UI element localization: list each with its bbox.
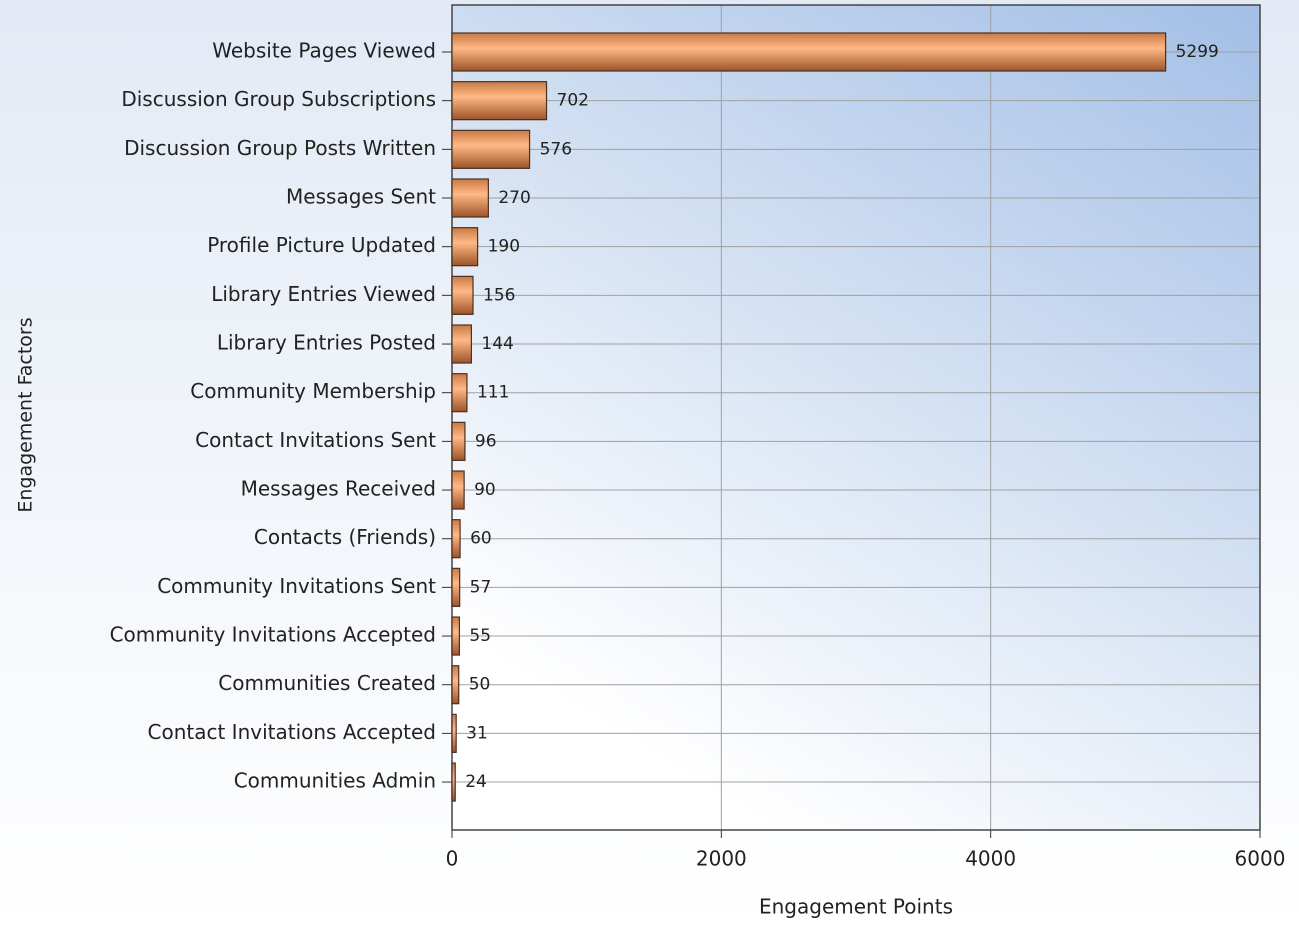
- x-tick-label: 0: [446, 847, 459, 871]
- bar: [451, 129, 531, 169]
- plot-area: [452, 5, 1260, 830]
- y-tick-label: Community Invitations Sent: [157, 574, 436, 598]
- y-tick-label: Profile Picture Updated: [207, 233, 436, 257]
- y-tick-label: Communities Created: [218, 671, 436, 695]
- bar: [451, 227, 479, 267]
- bar: [451, 762, 456, 802]
- bar: [451, 373, 468, 413]
- bar: [451, 665, 460, 705]
- y-tick-label: Discussion Group Posts Written: [124, 136, 436, 160]
- bar: [451, 421, 466, 461]
- bar: [451, 519, 461, 559]
- y-tick-label: Community Membership: [190, 379, 436, 403]
- value-label: 144: [481, 334, 513, 354]
- plot-border: [451, 4, 1261, 831]
- value-label: 5299: [1176, 42, 1219, 62]
- value-label: 702: [557, 91, 589, 111]
- y-tick-label: Library Entries Posted: [217, 331, 436, 355]
- y-tick-label: Messages Received: [241, 477, 436, 501]
- value-label: 57: [470, 577, 492, 597]
- y-tick-label: Contact Invitations Accepted: [148, 720, 437, 744]
- y-tick-label: Library Entries Viewed: [211, 282, 436, 306]
- value-label: 190: [488, 237, 520, 257]
- bar: [451, 324, 472, 364]
- value-label: 270: [498, 188, 530, 208]
- y-tick-label: Contacts (Friends): [254, 525, 436, 549]
- bar: [451, 713, 457, 753]
- bar: [451, 567, 461, 607]
- x-tick-label: 2000: [696, 847, 747, 871]
- y-tick-label: Messages Sent: [286, 185, 436, 209]
- value-label: 60: [470, 529, 492, 549]
- bar: [451, 470, 465, 510]
- y-tick-label: Community Invitations Accepted: [110, 623, 436, 647]
- bar: [451, 275, 474, 315]
- value-label: 90: [474, 480, 496, 500]
- y-axis-label: Engagement Factors: [15, 317, 37, 512]
- value-label: 55: [469, 626, 491, 646]
- value-label: 576: [540, 139, 572, 159]
- value-label: 50: [469, 675, 491, 695]
- bar: [451, 81, 548, 121]
- value-label: 96: [475, 431, 497, 451]
- value-label: 24: [465, 772, 487, 792]
- bar: [451, 32, 1167, 72]
- y-tick-label: Communities Admin: [234, 769, 436, 793]
- value-label: 156: [483, 285, 515, 305]
- bar: [451, 178, 489, 218]
- x-tick-label: 4000: [965, 847, 1016, 871]
- value-label: 111: [477, 383, 509, 403]
- bar: [451, 616, 461, 656]
- y-tick-label: Discussion Group Subscriptions: [121, 87, 436, 111]
- x-tick-label: 6000: [1235, 847, 1286, 871]
- y-tick-label: Website Pages Viewed: [212, 39, 436, 63]
- x-axis-label: Engagement Points: [759, 895, 953, 919]
- y-tick-label: Contact Invitations Sent: [195, 428, 436, 452]
- value-label: 31: [466, 723, 488, 743]
